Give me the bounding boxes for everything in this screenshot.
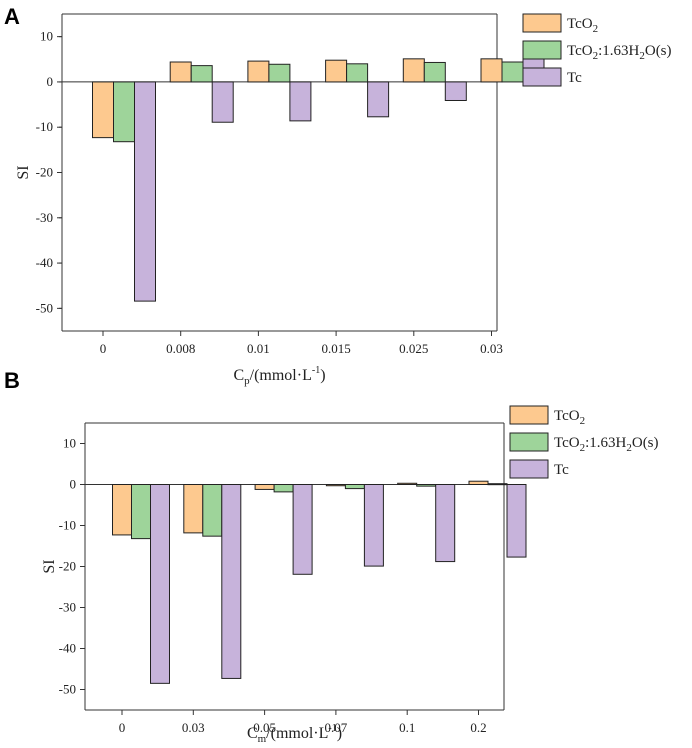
y-tick-label: -40 (36, 255, 53, 270)
bar-TcO2:1.63H2O(s)-0.2 (487, 483, 508, 486)
legend-swatch (509, 459, 549, 479)
y-tick-label: -50 (36, 300, 53, 315)
panel-label: A (4, 4, 20, 29)
bar-Tc-0.015 (367, 81, 390, 118)
bar-TcO2:1.63H2O(s)-0.1 (416, 484, 437, 487)
bar-TcO2-0.03 (480, 58, 503, 83)
bar-TcO2:1.63H2O(s)-0.07 (344, 484, 365, 490)
bar-Tc-0.025 (444, 81, 467, 101)
y-tick-label: 0 (70, 477, 77, 492)
bar-TcO2:1.63H2O(s)-0.01 (268, 63, 291, 83)
bar-TcO2-0.008 (169, 61, 192, 83)
panel-B: B 10 0 -10 -20 -30 -40 -50 SI 0 0.03 0.05 0.07 0.1 0.2… (4, 368, 659, 745)
bar-TcO2:1.63H2O(s)-0 (131, 484, 151, 540)
bar-Tc-0.03 (221, 484, 242, 679)
bar-TcO2:1.63H2O(s)-0.05 (273, 484, 294, 493)
y-tick-label: 10 (63, 436, 76, 451)
legend-label: TcO2:1.63H2O(s) (567, 43, 672, 62)
bar-Tc-0.05 (292, 484, 313, 575)
x-tick-label: 0 (100, 341, 107, 356)
legend-label: Tc (554, 462, 569, 478)
x-tick-label: 0.2 (470, 720, 486, 735)
bar-TcO2-0 (92, 81, 114, 139)
panel-A: A 10 0 -10 -20 -30 -40 -50 SI 0 0.008 0.01 0.015 0.02… (4, 4, 672, 387)
legend-label: TcO2 (567, 16, 598, 35)
x-axis-title: Cp/(mmol·L-1) (233, 365, 325, 387)
bar-TcO2-0.01 (247, 60, 270, 83)
x-tick-label: 0.01 (247, 341, 270, 356)
bar-TcO2-0.015 (325, 59, 348, 83)
legend-swatch (522, 40, 562, 60)
y-axis-title: SI (41, 559, 58, 573)
bar-TcO2:1.63H2O(s)-0 (113, 81, 135, 143)
bar-Tc-0 (134, 81, 156, 302)
bar-Tc-0.2 (506, 484, 527, 558)
bar-TcO2-0 (112, 484, 132, 536)
bar-TcO2-0.07 (325, 484, 346, 487)
y-tick-label: 0 (47, 74, 54, 89)
x-axis-title: Cm/(mmol·L-1) (247, 723, 342, 745)
bar-Tc-0 (150, 484, 170, 684)
y-tick-label: -10 (36, 119, 53, 134)
bar-TcO2-0.025 (402, 58, 425, 83)
panel-label: B (4, 368, 20, 393)
bar-TcO2:1.63H2O(s)-0.025 (423, 61, 446, 83)
bar-TcO2:1.63H2O(s)-0.008 (190, 65, 213, 83)
y-tick-label: -50 (59, 682, 76, 697)
x-tick-label: 0 (119, 720, 126, 735)
legend-swatch (522, 67, 562, 87)
x-tick-label: 0.05 (253, 720, 276, 735)
legend-label: TcO2 (554, 408, 585, 427)
legend-label: Tc (567, 70, 582, 86)
x-tick-label: 0.1 (399, 720, 415, 735)
y-tick-label: -20 (59, 559, 76, 574)
bar-Tc-0.008 (211, 81, 234, 123)
x-tick-label: 0.015 (321, 341, 350, 356)
legend: TcO2 TcO2:1.63H2O(s) Tc (522, 13, 672, 87)
bar-TcO2-0.05 (254, 484, 275, 490)
y-tick-label: -40 (59, 641, 76, 656)
y-tick-label: 10 (40, 29, 53, 44)
legend-swatch (509, 432, 549, 452)
bar-Tc-0.01 (289, 81, 312, 122)
bar-Tc-0.1 (435, 484, 456, 563)
y-axis-title: SI (15, 165, 32, 179)
x-tick-label: 0.03 (182, 720, 205, 735)
legend-swatch (522, 13, 562, 33)
bar-TcO2:1.63H2O(s)-0.03 (202, 484, 223, 537)
bar-TcO2:1.63H2O(s)-0.03 (501, 61, 524, 83)
y-tick-label: -10 (59, 518, 76, 533)
legend: TcO2 TcO2:1.63H2O(s) Tc (509, 405, 659, 479)
legend-swatch (509, 405, 549, 425)
legend-label: TcO2:1.63H2O(s) (554, 435, 659, 454)
y-tick-label: -30 (59, 600, 76, 615)
x-tick-label: 0.07 (325, 720, 348, 735)
bar-TcO2-0.03 (183, 484, 204, 534)
x-tick-label: 0.03 (480, 341, 503, 356)
x-tick-label: 0.025 (399, 341, 428, 356)
x-tick-label: 0.008 (166, 341, 195, 356)
bar-TcO2-0.2 (468, 480, 489, 486)
bar-TcO2-0.1 (397, 482, 418, 485)
y-tick-label: -20 (36, 165, 53, 180)
y-tick-label: -30 (36, 210, 53, 225)
bar-Tc-0.07 (363, 484, 384, 567)
bar-TcO2:1.63H2O(s)-0.015 (346, 63, 369, 83)
